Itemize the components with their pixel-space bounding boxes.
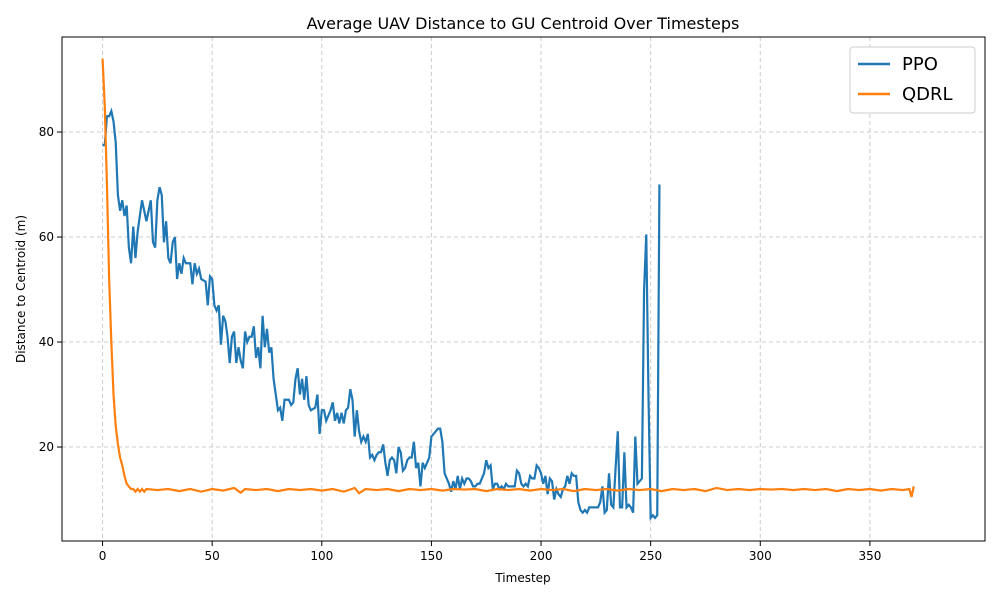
y-axis-label: Distance to Centroid (m) <box>14 215 28 363</box>
series-line <box>101 58 915 498</box>
legend-label: PPO <box>902 54 938 75</box>
y-tick-label: 40 <box>39 335 54 349</box>
series-line <box>102 107 661 521</box>
x-tick-label: 250 <box>639 549 662 563</box>
x-tick-label: 150 <box>420 549 443 563</box>
x-tick-label: 50 <box>205 549 220 563</box>
y-tick-label: 60 <box>39 230 54 244</box>
x-tick-label: 200 <box>530 549 553 563</box>
x-axis-label: Timestep <box>494 571 550 585</box>
y-tick-label: 80 <box>39 125 54 139</box>
x-tick-label: 300 <box>749 549 772 563</box>
x-tick-label: 350 <box>858 549 881 563</box>
plot-frame <box>61 36 986 542</box>
x-tick-label: 100 <box>310 549 333 563</box>
legend-label: QDRL <box>902 84 953 105</box>
y-tick-label: 20 <box>39 440 54 454</box>
chart-title: Average UAV Distance to GU Centroid Over… <box>307 14 740 33</box>
x-tick-label: 0 <box>99 549 107 563</box>
